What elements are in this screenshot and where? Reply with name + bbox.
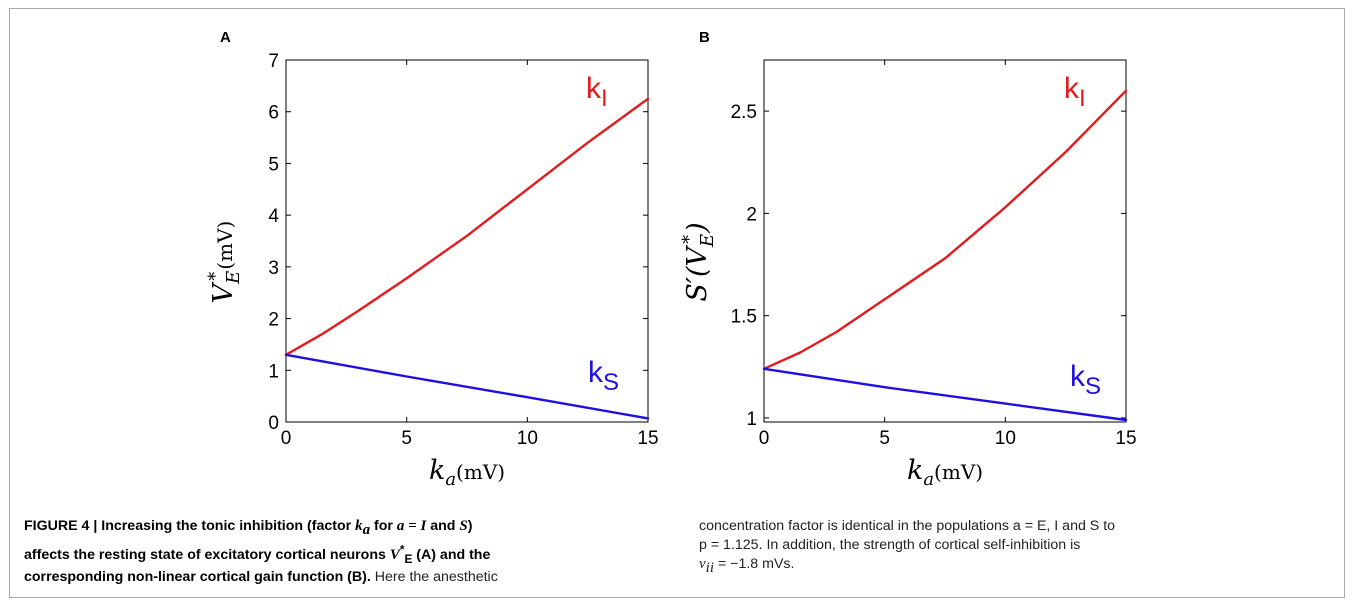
panel-b-ticks: 0 5 10 15 1 1.5 2 2.5 (731, 60, 1137, 449)
caption-title: FIGURE 4 | Increasing the tonic inhibiti… (24, 518, 491, 586)
caption-right-line-1: concentration factor is identical in the… (699, 518, 1116, 534)
panel-a-xtick-label: 5 (401, 428, 412, 449)
panel-a-ytick-label: 0 (268, 413, 279, 434)
panel-b-lines (762, 89, 1128, 422)
panel-a-letter: A (220, 29, 231, 46)
panel-a-xtick-label: 0 (281, 428, 292, 449)
caption-left-text: Here the anesthetic (370, 569, 498, 586)
panel-b-ytick-label: 2 (746, 204, 757, 225)
panel-a-ytick-label: 4 (268, 206, 279, 227)
caption-right-line-2: p = 1.125. In addition, the strength of … (699, 537, 1081, 553)
panel-b-xtick-label: 10 (995, 428, 1016, 449)
panel-b-xlabel: ka(mV) (907, 455, 983, 490)
panel-a-line-ks (284, 353, 650, 420)
panel-a-xtick-label: 15 (637, 428, 658, 449)
panel-b-xtick-label: 5 (879, 428, 890, 449)
panel-a: A 0 5 10 15 0 1 2 3 4 5 6 7 VE*(mV) ka(mV) kI kS (205, 29, 659, 490)
panel-b-series-label-ks: kS (1070, 360, 1101, 400)
caption-right-line-3: νii = −1.8 mVs. (699, 556, 795, 576)
panel-b-ylabel: S′(VE*) (679, 222, 718, 301)
panel-b-line-ks (762, 367, 1128, 422)
panel-a-series-label-ks: kS (588, 356, 619, 396)
panel-b-ytick-label: 2.5 (731, 102, 757, 123)
panel-a-ytick-label: 5 (268, 154, 279, 175)
panel-b-letter: B (699, 29, 710, 46)
panel-b-series-label-ki: kI (1064, 72, 1086, 112)
panel-a-ylabel: VE*(mV) (205, 221, 244, 304)
panel-b-axes-box (763, 59, 1127, 423)
panel-a-axes-box (285, 59, 649, 423)
panel-b-xtick-label: 15 (1115, 428, 1136, 449)
panel-a-ytick-label: 7 (268, 51, 279, 72)
figure-frame (9, 8, 1345, 598)
panel-a-lines (284, 97, 650, 420)
panel-b-line-ki (762, 89, 1128, 370)
panel-a-ytick-label: 3 (268, 258, 279, 279)
figure-caption-right: concentration factor is identical in the… (699, 517, 1339, 578)
panel-b-xtick-label: 0 (759, 428, 770, 449)
panel-b-ytick-label: 1.5 (731, 307, 757, 328)
panel-a-ytick-label: 2 (268, 310, 279, 331)
panel-a-series-label-ki: kI (586, 72, 608, 112)
panel-a-ytick-label: 6 (268, 103, 279, 124)
panel-a-xlabel: ka(mV) (429, 455, 505, 490)
panel-b: B 0 5 10 15 1 1.5 2 2.5 S′(VE*) ka(mV) kI kS (679, 29, 1137, 490)
panel-b-ytick-label: 1 (746, 409, 757, 430)
figure-caption-left: FIGURE 4 | Increasing the tonic inhibiti… (24, 517, 664, 587)
panel-a-line-ki (284, 97, 650, 356)
panel-a-ytick-label: 1 (268, 361, 279, 382)
panel-a-xtick-label: 10 (517, 428, 538, 449)
panel-a-ticks: 0 5 10 15 0 1 2 3 4 5 6 7 (268, 51, 658, 449)
